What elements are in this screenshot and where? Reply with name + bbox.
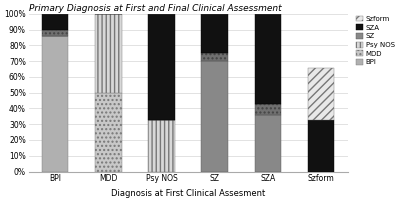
Bar (255, 115, 281, 171)
Text: Primary Diagnosis at First and Final Clinical Assessment: Primary Diagnosis at First and Final Cli… (28, 4, 281, 13)
Bar (95, 14, 122, 93)
Bar (202, 14, 228, 53)
Bar (202, 53, 228, 61)
Bar (42, 36, 68, 171)
Bar (255, 104, 281, 115)
Bar (42, 14, 68, 30)
Bar (95, 93, 122, 171)
Bar (148, 120, 175, 171)
Legend: Szform, SZA, SZ, Psy NOS, MDD, BPI: Szform, SZA, SZ, Psy NOS, MDD, BPI (354, 14, 396, 67)
Bar (308, 67, 334, 120)
Bar (42, 30, 68, 36)
X-axis label: Diagnosis at First Clinical Assesment: Diagnosis at First Clinical Assesment (111, 189, 265, 198)
Bar (308, 120, 334, 171)
Bar (255, 14, 281, 104)
Bar (148, 14, 175, 120)
Bar (202, 61, 228, 171)
